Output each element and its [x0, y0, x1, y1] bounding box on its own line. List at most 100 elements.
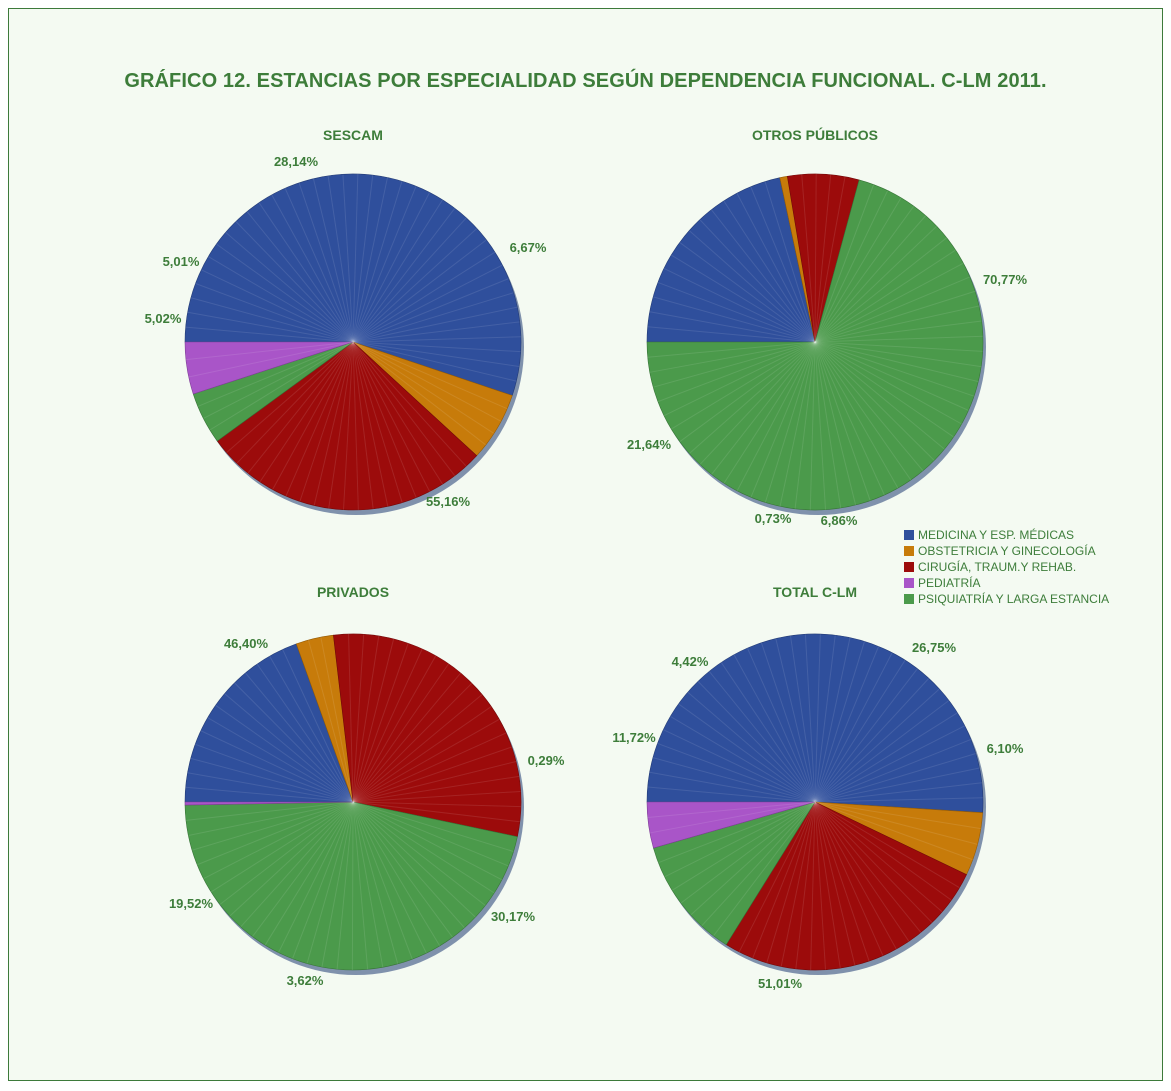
- legend-swatch-obstetricia: [904, 546, 914, 556]
- pie-texture-line: [814, 197, 902, 343]
- pie-texture-line: [814, 341, 983, 352]
- pie-texture-line: [649, 801, 816, 834]
- pie-texture-line: [752, 801, 816, 959]
- pie-texture-line: [352, 790, 521, 803]
- pie-texture-line: [352, 801, 476, 918]
- pie-texture-line: [352, 341, 467, 467]
- pie-texture-line: [278, 801, 354, 953]
- pie-texture-line: [269, 655, 354, 803]
- pie-label-sescam-psiquiatria: 5,02%: [145, 311, 182, 326]
- pie-texture-line: [814, 801, 933, 923]
- pie-texture-line: [352, 801, 384, 968]
- pie-texture-line: [352, 228, 478, 343]
- pie-texture-line: [352, 177, 388, 343]
- pie-texture-line: [647, 341, 816, 358]
- pie-texture-line: [195, 743, 354, 803]
- legend-swatch-pediatria: [904, 578, 914, 588]
- pie-texture-line: [814, 320, 982, 343]
- pie-texture-line: [352, 694, 483, 803]
- pie-texture-line: [723, 200, 816, 343]
- pie-texture-line: [352, 341, 521, 353]
- pie-texture-line: [814, 173, 817, 343]
- pie-texture-line: [764, 341, 816, 503]
- pie-texture-line: [209, 341, 354, 431]
- pie-label-sescam-obstetricia: 6,67%: [510, 240, 547, 255]
- pie-texture-line: [321, 801, 354, 968]
- pie-texture-line: [810, 801, 816, 970]
- pie-texture-line: [235, 221, 354, 343]
- pie-texture-line: [658, 801, 816, 864]
- pie-texture-line: [298, 182, 354, 343]
- pie-label-sescam-pediatria: 5,01%: [163, 254, 200, 269]
- pie-texture-line: [814, 215, 927, 343]
- legend-label-pediatria: PEDIATRÍA: [918, 576, 981, 590]
- pie-label-privados-pediatria: 0,29%: [528, 753, 565, 768]
- pie-texture-line: [352, 341, 374, 509]
- pie-texture-line: [352, 341, 520, 368]
- pie-label-total-clm-medicina: 51,01%: [758, 976, 803, 991]
- pie-label-otros-publicos-medicina: 21,64%: [627, 437, 672, 452]
- pie-texture-line: [352, 217, 467, 343]
- pie-texture-line: [711, 209, 816, 343]
- pie-texture-line: [259, 341, 354, 483]
- pie-texture-line: [814, 249, 956, 343]
- pie-texture-line: [352, 663, 450, 803]
- pie-texture-line: [185, 341, 354, 361]
- pie-texture-line: [814, 801, 981, 830]
- pie-title-sescam: SESCAM: [323, 127, 383, 143]
- pie-texture-line: [352, 801, 521, 808]
- pie-texture-line: [790, 635, 816, 803]
- pie-texture-line: [814, 801, 826, 970]
- pie-texture-line: [736, 341, 816, 492]
- pie-texture-line: [689, 341, 816, 454]
- pie-texture-line: [814, 700, 950, 803]
- pie-texture-line: [679, 341, 816, 443]
- pie-texture-line: [657, 742, 816, 803]
- pie-label-privados-obstetricia: 3,62%: [287, 973, 324, 988]
- pie-texture-line: [343, 341, 354, 510]
- pie-slice-sescam-pediatria: [184, 341, 354, 395]
- pie-texture-line: [236, 341, 354, 464]
- pie-texture-line: [352, 278, 509, 343]
- pie-texture-line: [814, 341, 885, 496]
- pie-texture-line: [352, 801, 453, 938]
- chart-frame: [8, 8, 1163, 1081]
- pie-texture-line: [352, 634, 365, 803]
- pie-texture-line: [794, 341, 816, 509]
- pie-texture-line: [327, 175, 354, 343]
- pie-texture-line: [663, 341, 816, 417]
- pie-texture-line: [352, 746, 512, 803]
- pie-texture-line: [190, 757, 354, 803]
- pie-texture-line: [352, 801, 509, 867]
- pie-texture-line: [688, 230, 816, 343]
- pie-texture-line: [352, 251, 496, 343]
- pie-chart-otros-publicos: OTROS PÚBLICOS 21,64% 0,73% 6,86% 70,77%: [627, 126, 1028, 528]
- pie-texture-line: [814, 305, 980, 343]
- pie-texture-line: [814, 646, 880, 803]
- pie-texture-line: [352, 655, 437, 803]
- pie-texture-line: [271, 194, 354, 343]
- pie-texture-line: [352, 341, 443, 485]
- legend-swatch-psiquiatria: [904, 594, 914, 604]
- pie-texture-line: [711, 341, 816, 475]
- pie-texture-line: [671, 341, 816, 430]
- pie-texture-line: [348, 634, 354, 803]
- pie-texture-line: [306, 801, 354, 964]
- pie-texture-line: [210, 801, 354, 893]
- pie-texture-line: [352, 341, 431, 492]
- pie-texture-line: [814, 262, 964, 343]
- pie-title-otros-publicos: OTROS PÚBLICOS: [752, 126, 878, 143]
- pie-texture-line: [814, 237, 948, 343]
- pie-texture-line: [336, 801, 354, 970]
- pie-texture-line: [649, 341, 816, 373]
- pie-texture-line: [215, 704, 354, 803]
- pie-slice-privados-psiquiatria: [184, 801, 518, 971]
- pie-label-total-clm-pediatria: 4,42%: [672, 654, 709, 669]
- pie-texture-line: [697, 680, 816, 803]
- pie-texture-line: [814, 725, 965, 803]
- pie-texture-line: [814, 341, 899, 489]
- pie-texture-line: [352, 321, 520, 343]
- pie-texture-line: [197, 341, 354, 407]
- pie-texture-line: [814, 341, 924, 472]
